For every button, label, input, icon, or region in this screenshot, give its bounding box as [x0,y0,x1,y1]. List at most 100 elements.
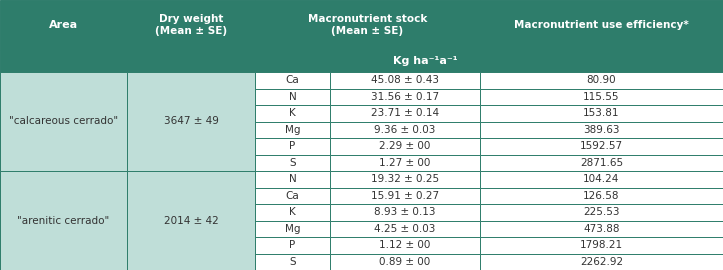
Bar [0,122,127,138]
Bar [480,138,723,154]
Bar [255,72,330,89]
Bar [330,237,480,254]
Text: S: S [289,257,296,267]
Bar [480,154,723,171]
Text: 2014 ± 42: 2014 ± 42 [163,215,218,225]
Bar [255,204,330,221]
Text: 80.90: 80.90 [586,75,616,85]
Text: 0.89 ± 00: 0.89 ± 00 [380,257,431,267]
Bar [0,72,127,89]
Text: P: P [289,240,296,250]
Bar [480,187,723,204]
Bar [330,254,480,270]
Text: 473.88: 473.88 [583,224,620,234]
Text: 126.58: 126.58 [583,191,620,201]
Bar [127,138,255,154]
Text: Kg ha⁻¹a⁻¹: Kg ha⁻¹a⁻¹ [393,56,458,66]
Text: 153.81: 153.81 [583,108,620,118]
Bar [255,0,480,50]
Bar [330,89,480,105]
Bar [127,254,255,270]
Bar [330,154,480,171]
Bar [0,138,127,154]
Bar [330,72,480,89]
Bar [127,237,255,254]
Text: "calcareous cerrado": "calcareous cerrado" [9,116,118,127]
Bar [255,154,330,171]
Text: 4.25 ± 0.03: 4.25 ± 0.03 [375,224,436,234]
Bar [330,187,480,204]
Text: Area: Area [49,20,78,30]
Text: 1.12 ± 00: 1.12 ± 00 [380,240,431,250]
Bar [480,254,723,270]
Text: K: K [289,207,296,217]
Bar [0,171,127,270]
Text: 3647 ± 49: 3647 ± 49 [163,116,218,127]
Bar [480,72,723,89]
Bar [0,105,127,122]
Bar [127,221,255,237]
Bar [330,122,480,138]
Bar [0,50,127,72]
Bar [0,221,127,237]
Text: 104.24: 104.24 [583,174,620,184]
Text: 115.55: 115.55 [583,92,620,102]
Text: 2262.92: 2262.92 [580,257,623,267]
Bar [330,221,480,237]
Bar [127,171,255,187]
Bar [0,0,127,50]
Text: K: K [289,108,296,118]
Bar [480,89,723,105]
Bar [0,204,127,221]
Bar [0,237,127,254]
Text: Ca: Ca [286,191,299,201]
Bar [255,237,330,254]
Text: Mg: Mg [285,224,300,234]
Text: 1592.57: 1592.57 [580,141,623,151]
Bar [127,204,255,221]
Bar [0,154,127,171]
Bar [330,138,480,154]
Bar [0,187,127,204]
Text: "arenitic cerrado": "arenitic cerrado" [17,215,110,225]
Text: 389.63: 389.63 [583,125,620,135]
Text: Mg: Mg [285,125,300,135]
Bar [255,138,330,154]
Text: 31.56 ± 0.17: 31.56 ± 0.17 [371,92,439,102]
Text: S: S [289,158,296,168]
Bar [480,237,723,254]
Text: 45.08 ± 0.43: 45.08 ± 0.43 [371,75,439,85]
Text: P: P [289,141,296,151]
Bar [480,204,723,221]
Bar [255,171,330,187]
Text: N: N [288,92,296,102]
Bar [255,187,330,204]
Bar [0,72,127,171]
Bar [330,105,480,122]
Bar [0,171,127,187]
Text: 19.32 ± 0.25: 19.32 ± 0.25 [371,174,439,184]
Bar [127,89,255,105]
Bar [330,204,480,221]
Text: Macronutrient stock
(Mean ± SE): Macronutrient stock (Mean ± SE) [308,14,427,36]
Bar [127,105,255,122]
Bar [255,105,330,122]
Bar [480,221,723,237]
Text: 2871.65: 2871.65 [580,158,623,168]
Text: 2.29 ± 00: 2.29 ± 00 [380,141,431,151]
Text: 1.27 ± 00: 1.27 ± 00 [380,158,431,168]
Text: 225.53: 225.53 [583,207,620,217]
Text: Macronutrient use efficiency*: Macronutrient use efficiency* [514,20,689,30]
Bar [127,154,255,171]
Bar [0,254,127,270]
Bar [330,171,480,187]
Bar [480,122,723,138]
Bar [255,221,330,237]
Text: 15.91 ± 0.27: 15.91 ± 0.27 [371,191,439,201]
Text: 1798.21: 1798.21 [580,240,623,250]
Text: Dry weight
(Mean ± SE): Dry weight (Mean ± SE) [155,14,227,36]
Bar [127,72,255,171]
Bar [480,0,723,50]
Text: 9.36 ± 0.03: 9.36 ± 0.03 [375,125,436,135]
Bar [127,122,255,138]
